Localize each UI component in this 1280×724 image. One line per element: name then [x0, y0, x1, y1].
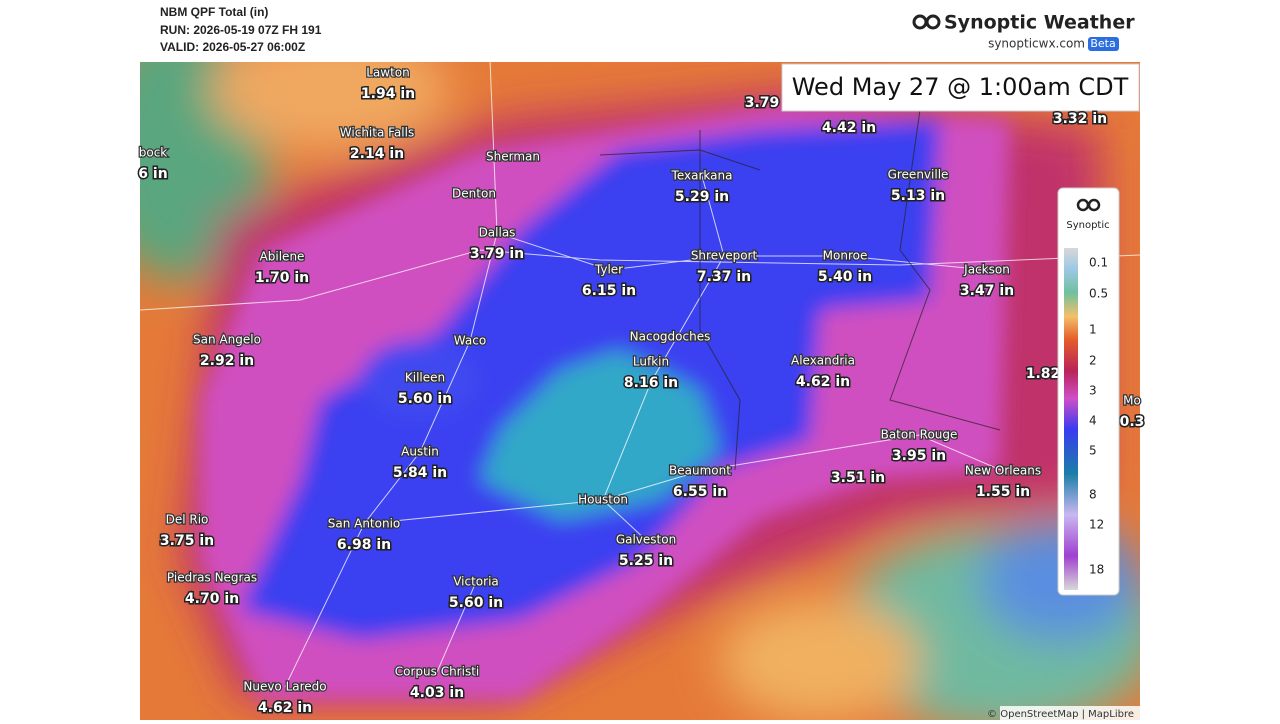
value-label: 3.79 — [745, 95, 780, 111]
brand-logo — [912, 14, 941, 30]
run-info: RUN: 2026-05-19 07Z FH 191 — [160, 23, 322, 37]
legend-tick: 1 — [1089, 323, 1097, 337]
legend-tick: 8 — [1089, 488, 1097, 502]
city-value: 3.79 in — [470, 246, 524, 262]
value-label: 3.32 in — [1053, 111, 1107, 127]
legend-tick: 12 — [1089, 518, 1104, 532]
city-name: Piedras Negras — [167, 571, 257, 585]
city-value: 1.55 in — [976, 484, 1030, 500]
city-name: Nuevo Laredo — [243, 680, 326, 694]
city-name: Victoria — [453, 575, 499, 589]
city-value: 7.37 in — [697, 269, 751, 285]
beta-badge — [1088, 37, 1119, 51]
value-label: 1.82 — [1026, 366, 1061, 382]
city-value: 4.03 in — [410, 685, 464, 701]
city-value: 5.13 in — [891, 188, 945, 204]
city-value: 4.62 in — [796, 374, 850, 390]
legend-tick: 0.5 — [1089, 287, 1108, 301]
city-value: 6.98 in — [337, 537, 391, 553]
city-name: Sherman — [486, 150, 540, 164]
city-name: Shreveport — [691, 249, 758, 263]
city-value: 4.70 in — [185, 591, 239, 607]
city-name: Greenville — [888, 168, 949, 182]
city-name: New Orleans — [965, 464, 1041, 478]
city-value: 6 in — [138, 166, 167, 182]
city-value: 1.70 in — [255, 270, 309, 286]
city-value: 5.40 in — [818, 269, 872, 285]
city-name: Austin — [401, 445, 439, 459]
city-value: 6.55 in — [673, 484, 727, 500]
precip-field — [140, 62, 1140, 720]
city-name: Denton — [452, 187, 496, 201]
map-title: NBM QPF Total (in) — [160, 5, 268, 19]
city-name: Houston — [578, 493, 628, 507]
city-value: 5.25 in — [619, 553, 673, 569]
city-value: 4.62 in — [258, 700, 312, 716]
city-value: 6.15 in — [582, 283, 636, 299]
legend-title: Synoptic — [1066, 220, 1109, 231]
city-name: Wichita Falls — [340, 126, 414, 140]
time-label: Wed May 27 @ 1:00am CDT — [792, 73, 1129, 101]
city-name: Lufkin — [633, 355, 669, 369]
city-name: Lawton — [366, 66, 410, 80]
brand-site: synopticwx.com — [988, 37, 1085, 51]
city-name: Killeen — [405, 371, 445, 385]
city-value: 2.14 in — [350, 146, 404, 162]
city-name: Abilene — [260, 250, 305, 264]
city-name: Dallas — [479, 226, 516, 240]
city-value: 3.75 in — [160, 533, 214, 549]
city-value: 1.94 in — [361, 86, 415, 102]
city-name: Mo — [1123, 394, 1141, 408]
city-name: Corpus Christi — [395, 665, 480, 679]
legend-tick: 2 — [1089, 354, 1097, 368]
attribution: © OpenStreetMap | MapLibre — [987, 709, 1134, 720]
city-name: San Angelo — [193, 333, 261, 347]
value-label: 4.42 in — [822, 120, 876, 136]
city-value: 2.92 in — [200, 353, 254, 369]
valid-info: VALID: 2026-05-27 06:00Z — [160, 40, 305, 54]
city-name: Texarkana — [671, 169, 733, 183]
city-value: 0.3 — [1120, 414, 1145, 430]
beta-text: Beta — [1090, 37, 1115, 50]
city-labels: Lawton 1.94 in Wichita Falls 2.14 in bock 6 i… — [137, 64, 1146, 717]
city-name: San Antonio — [328, 517, 401, 531]
legend-tick: 3 — [1089, 384, 1097, 398]
city-name: Tyler — [594, 263, 623, 277]
value-label: 3.51 in — [831, 470, 885, 486]
city-value: 5.60 in — [398, 391, 452, 407]
city-name: Baton Rouge — [881, 428, 958, 442]
city-name: Waco — [454, 334, 486, 348]
city-name: Beaumont — [669, 464, 731, 478]
city-value: 5.60 in — [449, 595, 503, 611]
city-value: 5.84 in — [393, 465, 447, 481]
legend-tick: 5 — [1089, 444, 1097, 458]
city-value: 3.95 in — [892, 448, 946, 464]
city-name: Galveston — [616, 533, 676, 547]
city-value: 3.47 in — [960, 283, 1014, 299]
city-value: 5.29 in — [675, 189, 729, 205]
legend-tick: 4 — [1089, 414, 1097, 428]
brand-name: Synoptic Weather — [944, 12, 1135, 34]
city-name: Monroe — [823, 249, 868, 263]
city-name: Jackson — [963, 263, 1010, 277]
legend: Synoptic — [1057, 187, 1120, 596]
time-box — [781, 63, 1140, 112]
legend-tick: 18 — [1089, 563, 1104, 577]
city-name: Del Rio — [166, 513, 209, 527]
city-name: bock — [139, 146, 168, 160]
city-value: 8.16 in — [624, 375, 678, 391]
legend-tick: 0.1 — [1089, 256, 1108, 270]
legend-colorbar — [1064, 248, 1078, 590]
city-name: Nacogdoches — [630, 330, 711, 344]
city-name: Alexandria — [791, 354, 855, 368]
